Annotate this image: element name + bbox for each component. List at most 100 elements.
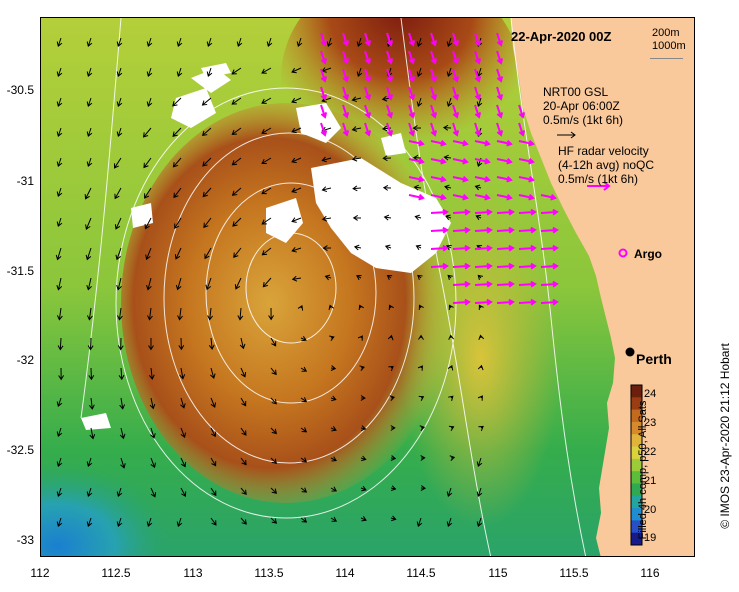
- hf-arrow: [408, 104, 416, 119]
- hf-arrow: [452, 280, 471, 288]
- lat-tick: -31.5: [6, 264, 34, 278]
- model-arrow: [56, 307, 63, 321]
- nrt-legend-arrow: [557, 131, 576, 139]
- model-arrow: [270, 397, 277, 405]
- model-arrow: [474, 184, 482, 191]
- model-arrow: [202, 187, 212, 198]
- hf-arrow: [518, 157, 535, 165]
- model-arrow: [56, 457, 63, 467]
- model-arrow: [237, 307, 244, 321]
- hf-arrow: [474, 280, 493, 288]
- hf-arrow: [496, 193, 513, 201]
- hf-arrow: [452, 157, 469, 165]
- model-arrow: [443, 154, 452, 161]
- hf-arrow: [386, 122, 394, 137]
- model-arrow: [448, 304, 454, 311]
- model-arrow: [270, 427, 277, 435]
- model-arrow: [231, 97, 242, 105]
- model-arrow: [297, 304, 304, 311]
- model-arrow: [261, 217, 272, 225]
- model-arrow: [356, 67, 363, 77]
- model-arrow: [113, 157, 122, 169]
- model-arrow: [478, 334, 485, 341]
- lon-tick: 115.5: [559, 566, 589, 580]
- model-arrow: [86, 457, 93, 467]
- model-arrow: [261, 97, 272, 104]
- model-arrow: [442, 124, 452, 131]
- model-arrow: [240, 457, 247, 466]
- model-arrow: [447, 274, 453, 281]
- model-arrow: [231, 187, 242, 196]
- model-arrow: [119, 427, 126, 440]
- hf-arrow: [496, 244, 515, 252]
- hf-arrow: [518, 298, 537, 306]
- hf-arrow: [452, 139, 469, 147]
- hf-arrow: [452, 122, 460, 137]
- model-arrow: [232, 217, 242, 227]
- hf-arrow: [518, 226, 537, 234]
- nrt-legend: NRT00 GSL 20-Apr 06:00Z 0.5m/s (1kt 6h): [543, 85, 623, 127]
- model-arrow: [114, 217, 122, 230]
- shelf-water: [401, 188, 561, 528]
- colorbar-swatch: [631, 495, 642, 509]
- hf-arrow: [430, 50, 438, 65]
- lon-tick: 112.5: [101, 566, 131, 580]
- model-arrow: [210, 397, 217, 408]
- hf-arrow: [430, 226, 449, 234]
- model-arrow: [205, 277, 212, 291]
- hf-arrow: [430, 262, 449, 270]
- model-arrow: [231, 127, 242, 135]
- hf-arrow: [452, 32, 460, 47]
- hf-arrow: [518, 104, 526, 119]
- perth-marker: [625, 347, 635, 357]
- hf-arrow: [540, 208, 559, 216]
- hf-arrow: [518, 139, 535, 147]
- model-arrow: [448, 425, 455, 432]
- colorbar-tick: 20: [644, 504, 657, 516]
- model-arrow: [172, 127, 182, 137]
- hf-arrow: [364, 86, 372, 101]
- model-arrow: [300, 366, 308, 372]
- hf-arrow: [386, 86, 394, 101]
- lat-tick: -30.5: [6, 83, 34, 97]
- hf-arrow: [474, 86, 482, 101]
- hf-arrow: [474, 104, 482, 119]
- model-arrow: [415, 244, 422, 251]
- model-arrow: [116, 97, 123, 107]
- model-arrow: [150, 487, 157, 498]
- model-arrow: [416, 67, 423, 77]
- model-arrow: [417, 274, 423, 281]
- hf-arrow: [342, 104, 350, 119]
- model-arrow: [270, 367, 277, 376]
- model-arrow: [390, 455, 397, 461]
- model-arrow: [449, 455, 456, 461]
- hf-arrow: [452, 298, 471, 306]
- hf-arrow: [474, 298, 493, 306]
- model-arrow: [416, 37, 423, 47]
- model-arrow: [120, 457, 126, 469]
- nrt-legend-line2: 20-Apr 06:00Z: [543, 99, 620, 113]
- model-arrow: [174, 217, 182, 229]
- model-arrow: [300, 427, 308, 433]
- hf-radar-arrows: [320, 32, 559, 306]
- model-arrow: [144, 187, 152, 199]
- hf-arrow: [474, 226, 493, 234]
- scale-label-200m: 200m: [652, 27, 680, 39]
- model-arrow: [56, 67, 63, 77]
- model-arrow: [203, 217, 212, 229]
- model-arrow: [261, 127, 272, 134]
- hf-arrow: [496, 139, 513, 147]
- model-arrow: [206, 37, 213, 47]
- colorbar-swatch: [631, 409, 642, 423]
- model-arrow: [86, 67, 93, 77]
- credit-text: © IMOS 23-Apr-2020 21:12 Hobart: [718, 343, 732, 529]
- model-arrow: [478, 425, 484, 432]
- model-arrow: [388, 365, 394, 372]
- hf-arrow: [430, 244, 449, 252]
- model-arrow: [175, 277, 182, 291]
- hf-legend-line1: HF radar velocity: [558, 144, 649, 158]
- hf-arrow: [496, 298, 515, 306]
- nrt-legend-line1: NRT00 GSL: [543, 85, 609, 99]
- model-arrow: [321, 215, 332, 222]
- colorbar-swatch: [631, 434, 642, 448]
